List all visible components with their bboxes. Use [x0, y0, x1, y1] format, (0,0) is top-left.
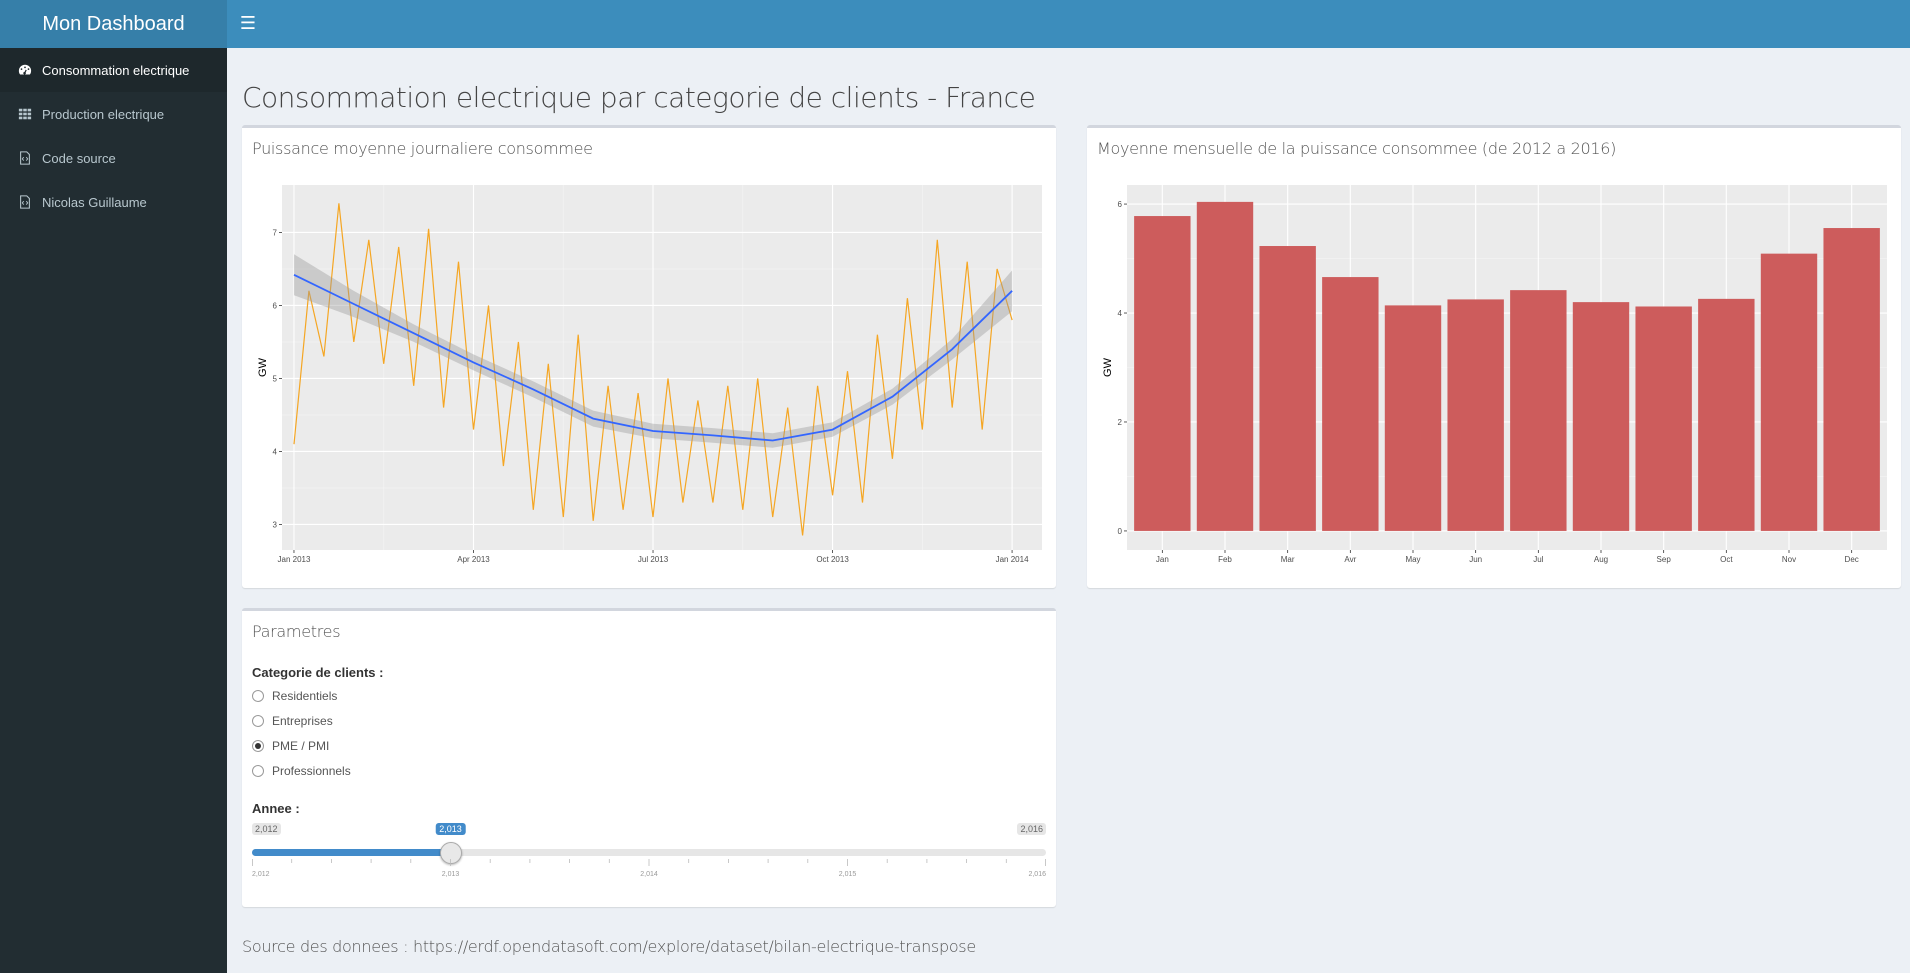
slider-fill	[252, 849, 451, 856]
sidebar-item-code-source[interactable]: Code source	[0, 136, 227, 180]
slider-min-label: 2,012	[252, 823, 281, 835]
bar-aug	[1572, 302, 1630, 531]
slider-max-label: 2,016	[1017, 823, 1046, 835]
smooth-series-line	[293, 273, 1013, 442]
radio-residentiels[interactable]: Residentiels	[252, 689, 337, 703]
x-tick-label: Mar	[1281, 555, 1295, 564]
bar-sep	[1635, 306, 1692, 531]
x-tick-label: Jan 2014	[996, 555, 1029, 564]
bar-feb	[1196, 201, 1254, 531]
radio-button[interactable]	[252, 740, 264, 752]
grid-icon	[18, 108, 32, 120]
y-tick-label: 3	[273, 520, 278, 529]
y-tick-label: 7	[273, 228, 278, 237]
radio-button[interactable]	[252, 690, 264, 702]
y-tick-label: 5	[273, 374, 278, 383]
bar-mar	[1259, 246, 1316, 531]
bar-nov	[1760, 253, 1818, 531]
radio-professionnels[interactable]: Professionnels	[252, 764, 351, 778]
x-tick-label: Jun	[1469, 555, 1482, 564]
x-tick-label: Aug	[1594, 555, 1608, 564]
x-tick-label: Jul 2013	[638, 555, 669, 564]
main-content: Consommation electrique par categorie de…	[227, 48, 1910, 973]
sidebar: Consommation electrique Production elect…	[0, 48, 227, 973]
slider-tick-label: 2,014	[640, 871, 658, 878]
slider-tick-label: 2,012	[252, 871, 270, 878]
sidebar-item-label: Code source	[42, 150, 116, 166]
source-prefix: Source des donnees :	[242, 937, 413, 956]
monthly-power-box: Moyenne mensuelle de la puissance consom…	[1087, 125, 1901, 588]
bar-avr	[1322, 277, 1379, 531]
bar-jun	[1447, 299, 1504, 531]
page-title: Consommation electrique par categorie de…	[242, 81, 1036, 114]
box-title: Moyenne mensuelle de la puissance consom…	[1097, 139, 1617, 158]
x-tick-label: Oct	[1720, 555, 1733, 564]
x-tick-label: Apr 2013	[457, 555, 490, 564]
x-tick-label: Oct 2013	[816, 555, 849, 564]
x-tick-label: Avr	[1344, 555, 1356, 564]
menu-icon: ☰	[239, 13, 257, 33]
radio-label: Residentiels	[272, 689, 338, 703]
file-code-icon	[20, 151, 30, 165]
category-label: Categorie de clients :	[252, 665, 384, 680]
x-tick-label: Jan	[1156, 555, 1169, 564]
x-tick-label: Feb	[1218, 555, 1232, 564]
slider-value-label: 2,013	[435, 823, 466, 835]
slider-tick-label: 2,016	[1028, 871, 1046, 878]
year-slider[interactable]: 2,012 2,016 2,013 2,012 2,013 2,014 2,015 2,…	[252, 823, 1046, 883]
x-tick-label: May	[1405, 555, 1420, 564]
y-tick-label: 4	[273, 447, 278, 456]
slider-track[interactable]	[252, 849, 1046, 856]
year-label: Annee :	[252, 801, 300, 816]
bar-may	[1384, 305, 1442, 531]
sidebar-item-label: Nicolas Guillaume	[42, 194, 147, 210]
app-logo[interactable]: Mon Dashboard	[0, 0, 227, 48]
sidebar-item-label: Production electrique	[42, 106, 165, 122]
radio-entreprises[interactable]: Entreprises	[252, 714, 333, 728]
daily-power-chart: 3 4 5 6 7 Jan 2013 Apr 2013 Jul 2013 Oct 2013 Jan…	[257, 185, 1042, 564]
dashboard-icon	[18, 64, 32, 75]
source-text: Source des donnees : https://erdf.openda…	[242, 937, 976, 956]
x-tick-label: Jul	[1533, 555, 1543, 564]
slider-tick-label: 2,013	[442, 871, 460, 878]
confidence-band	[294, 254, 1013, 448]
radio-pme-pmi[interactable]: PME / PMI	[252, 739, 329, 753]
sidebar-item-label: Consommation electrique	[42, 62, 190, 78]
x-tick-label: Nov	[1782, 555, 1796, 564]
radio-button[interactable]	[252, 715, 264, 727]
slider-tick-label: 2,015	[839, 871, 857, 878]
y-tick-label: 6	[1118, 200, 1123, 209]
top-header: Mon Dashboard ☰	[0, 0, 1910, 48]
daily-power-box: Puissance moyenne journaliere consommee …	[242, 125, 1056, 588]
radio-label: Professionnels	[272, 764, 351, 778]
x-tick-label: Sep	[1657, 555, 1672, 564]
file-code-icon	[20, 195, 30, 209]
radio-label: PME / PMI	[272, 739, 330, 753]
bar-oct	[1698, 298, 1755, 531]
box-title: Puissance moyenne journaliere consommee	[252, 139, 593, 158]
y-axis-label: GW	[257, 357, 269, 377]
y-axis-label: GW	[1102, 357, 1114, 377]
bar-dec	[1823, 228, 1880, 531]
y-tick-label: 0	[1118, 527, 1123, 536]
parameters-box: Parametres Categorie de clients : Reside…	[242, 608, 1056, 907]
slider-grid: 2,012 2,013 2,014 2,015 2,016	[252, 859, 1046, 878]
bar-jul	[1510, 290, 1567, 531]
sidebar-item-production[interactable]: Production electrique	[0, 92, 227, 136]
radio-label: Entreprises	[272, 714, 333, 728]
box-title: Parametres	[252, 622, 341, 641]
y-tick-label: 6	[273, 301, 278, 310]
radio-button[interactable]	[252, 765, 264, 777]
x-tick-label: Dec	[1845, 555, 1859, 564]
sidebar-toggle-button[interactable]: ☰	[227, 0, 269, 48]
sidebar-item-author[interactable]: Nicolas Guillaume	[0, 180, 227, 224]
x-tick-label: Jan 2013	[278, 555, 311, 564]
source-link[interactable]: https://erdf.opendatasoft.com/explore/da…	[412, 937, 976, 956]
daily-series-line	[293, 203, 1013, 536]
bar-jan	[1134, 216, 1191, 531]
y-tick-label: 2	[1118, 418, 1123, 427]
monthly-power-chart: 0 2 4 6 Jan Feb Mar Avr May Jun Jul Aug Sep Oct Nov Dec…	[1102, 185, 1887, 564]
sidebar-item-consommation[interactable]: Consommation electrique	[0, 48, 227, 92]
y-tick-label: 4	[1118, 309, 1123, 318]
